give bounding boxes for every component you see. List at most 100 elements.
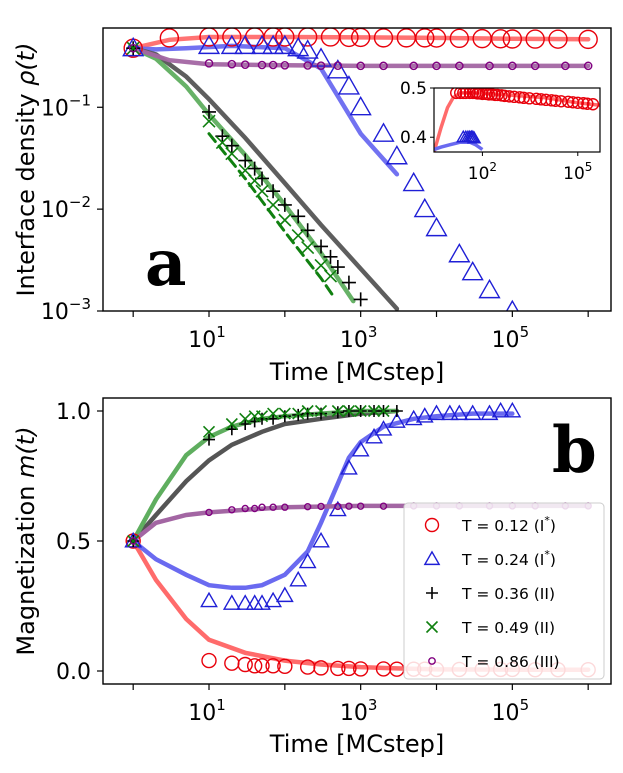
panel-a-point-s1-7 bbox=[287, 36, 310, 57]
panel-a-point-s4-7 bbox=[303, 61, 312, 70]
panel-a-y-tick-label: 10−3 bbox=[41, 295, 91, 325]
panel-b-point-s2-1 bbox=[203, 433, 216, 446]
panel-b-point-s1-5 bbox=[253, 594, 271, 610]
panel-a-point-s0-3 bbox=[222, 28, 242, 47]
panel-a-curve-4 bbox=[207, 132, 336, 300]
inset-point-s0-4 bbox=[463, 88, 476, 100]
panel-b-point-s1-2 bbox=[222, 594, 241, 610]
panel-a-point-s2-5 bbox=[247, 161, 262, 176]
panel-b-point-s1-8 bbox=[289, 570, 308, 587]
inset-point-s1-6 bbox=[466, 130, 482, 144]
legend-label-text: T = 0.24 (I bbox=[461, 551, 544, 569]
panel-a-point-s0-17 bbox=[490, 29, 511, 49]
panel-a-point-s4-19 bbox=[583, 61, 593, 71]
panel-a-point-s4-8 bbox=[316, 61, 326, 70]
panel-b-point-s1-6 bbox=[264, 591, 283, 608]
inset-x-tick-label-base: 10 bbox=[563, 164, 585, 184]
inset-point-s0-32 bbox=[581, 97, 594, 110]
panel-b-point-s3-12 bbox=[342, 404, 355, 418]
panel-b-x-tick-label-base: 10 bbox=[492, 701, 520, 726]
inset-y-tick-label: 0.4 bbox=[400, 128, 427, 148]
panel-b-point-s0-2 bbox=[224, 655, 240, 671]
panel-a-point-s2-3 bbox=[224, 138, 239, 153]
panel-b-y-tick-label-base: 1.0 bbox=[56, 400, 91, 425]
panel-a-curve-2 bbox=[130, 45, 400, 311]
legend-marker-4 bbox=[428, 657, 436, 665]
panel-a-point-s4-1 bbox=[204, 59, 214, 68]
panel-a-point-s0-21 bbox=[578, 29, 598, 50]
panel-a-y-tick-label-exponent: −3 bbox=[69, 295, 91, 313]
inset-frame bbox=[433, 87, 601, 153]
panel-a-point-s4-13 bbox=[432, 61, 441, 71]
inset-point-s0-16 bbox=[498, 89, 511, 103]
panel-b-point-s3-3 bbox=[239, 412, 252, 425]
panel-b-point-s3-10 bbox=[314, 404, 328, 418]
panel-b-point-s1-19 bbox=[427, 404, 446, 421]
panel-a-y-tick-label-exponent: −1 bbox=[69, 91, 91, 109]
panel-a-y-tick-label-base: 10 bbox=[41, 198, 69, 223]
panel-a-point-s0-14 bbox=[426, 28, 447, 48]
panel-a-point-s1-10 bbox=[326, 59, 349, 79]
panel-a-point-s1-5 bbox=[261, 34, 285, 55]
panel-b-point-s0-7 bbox=[277, 658, 293, 675]
panel-b-y-axis-label: Magnetization m(t) bbox=[12, 426, 40, 655]
panel-b-point-s0-3 bbox=[237, 656, 253, 673]
panel-a-point-s1-13 bbox=[372, 122, 395, 142]
panel-a-x-tick-label-base: 10 bbox=[188, 328, 216, 353]
panel-a-point-s0-7 bbox=[297, 28, 318, 47]
panel-a-point-s2-14 bbox=[341, 275, 356, 290]
panel-b-point-s4-10 bbox=[334, 502, 342, 511]
panel-a-point-s0-6 bbox=[275, 28, 295, 47]
panel-b-y-tick-label: 1.0 bbox=[56, 400, 91, 425]
panel-b-point-s1-3 bbox=[236, 594, 255, 610]
panel-b-point-s2-6 bbox=[267, 412, 280, 425]
panel-b-x-ticks: 101 103 105 bbox=[132, 684, 589, 726]
panel-a-point-s1-21 bbox=[505, 299, 519, 311]
panel-a-point-s3-2 bbox=[215, 136, 229, 150]
panel-a-point-s2-4 bbox=[238, 153, 253, 168]
inset-point-s0-21 bbox=[523, 92, 536, 105]
panel-b-point-s4-9 bbox=[317, 502, 325, 511]
legend-marker-2 bbox=[426, 587, 438, 599]
panel-b-point-s3-13 bbox=[354, 404, 367, 418]
panel-b-point-s1-15 bbox=[374, 420, 393, 436]
panel-a-x-tick-label-exponent: 3 bbox=[368, 323, 378, 341]
panel-a-y-ticks: 10−310−210−1 bbox=[41, 91, 103, 325]
panel-a-point-s1-3 bbox=[234, 34, 257, 55]
panel-a-point-s4-18 bbox=[561, 61, 570, 71]
panel-b-point-s2-9 bbox=[301, 407, 314, 420]
panel-a-markers bbox=[122, 28, 598, 311]
panel-b-y-axis-label-symbol: m(t) bbox=[12, 426, 40, 478]
panel-a-point-s2-2 bbox=[215, 129, 230, 144]
inset-point-s0-22 bbox=[530, 92, 543, 106]
legend-label-tail: ) bbox=[550, 517, 556, 535]
panel-b-point-s1-22 bbox=[463, 404, 482, 421]
panel-b-x-tick-label: 101 bbox=[188, 696, 226, 726]
panel-b-point-s3-7 bbox=[278, 407, 291, 420]
panel-b-point-s1-20 bbox=[440, 404, 459, 421]
panel-b-point-s1-12 bbox=[340, 459, 358, 475]
panel-a-y-axis-label-symbol: ρ(t) bbox=[12, 42, 40, 85]
panel-b-x-tick-label-exponent: 1 bbox=[216, 696, 226, 714]
panel-a-point-s3-12 bbox=[323, 269, 338, 283]
panel-b-point-s2-4 bbox=[248, 415, 261, 428]
panel-a-point-s1-6 bbox=[273, 34, 296, 55]
panel-a-point-s3-9 bbox=[291, 229, 305, 243]
panel-a-point-s4-4 bbox=[257, 60, 267, 70]
panel-a-point-s2-13 bbox=[330, 260, 345, 275]
panel-a-point-s2-8 bbox=[277, 197, 292, 212]
panel-b: 101 103 105 0.00.51.0 Time [MCstep] Magnet… bbox=[12, 397, 612, 758]
panel-a-y-tick-label-base: 10 bbox=[41, 96, 69, 121]
panel-b-point-s4-0 bbox=[129, 537, 137, 545]
panel-a-point-s4-3 bbox=[240, 60, 250, 69]
inset-x-tick-label-exponent: 5 bbox=[585, 160, 593, 174]
panel-a-point-s1-11 bbox=[337, 75, 361, 95]
panel-a-point-s1-19 bbox=[461, 260, 484, 281]
panel-a-point-s0-18 bbox=[502, 29, 523, 49]
panel-a-point-s3-0 bbox=[126, 41, 140, 55]
inset-point-s0-0 bbox=[450, 88, 463, 100]
panel-a-point-s4-9 bbox=[333, 61, 343, 70]
panel-a-x-tick-label: 101 bbox=[188, 323, 226, 353]
legend-marker-1 bbox=[423, 550, 441, 566]
